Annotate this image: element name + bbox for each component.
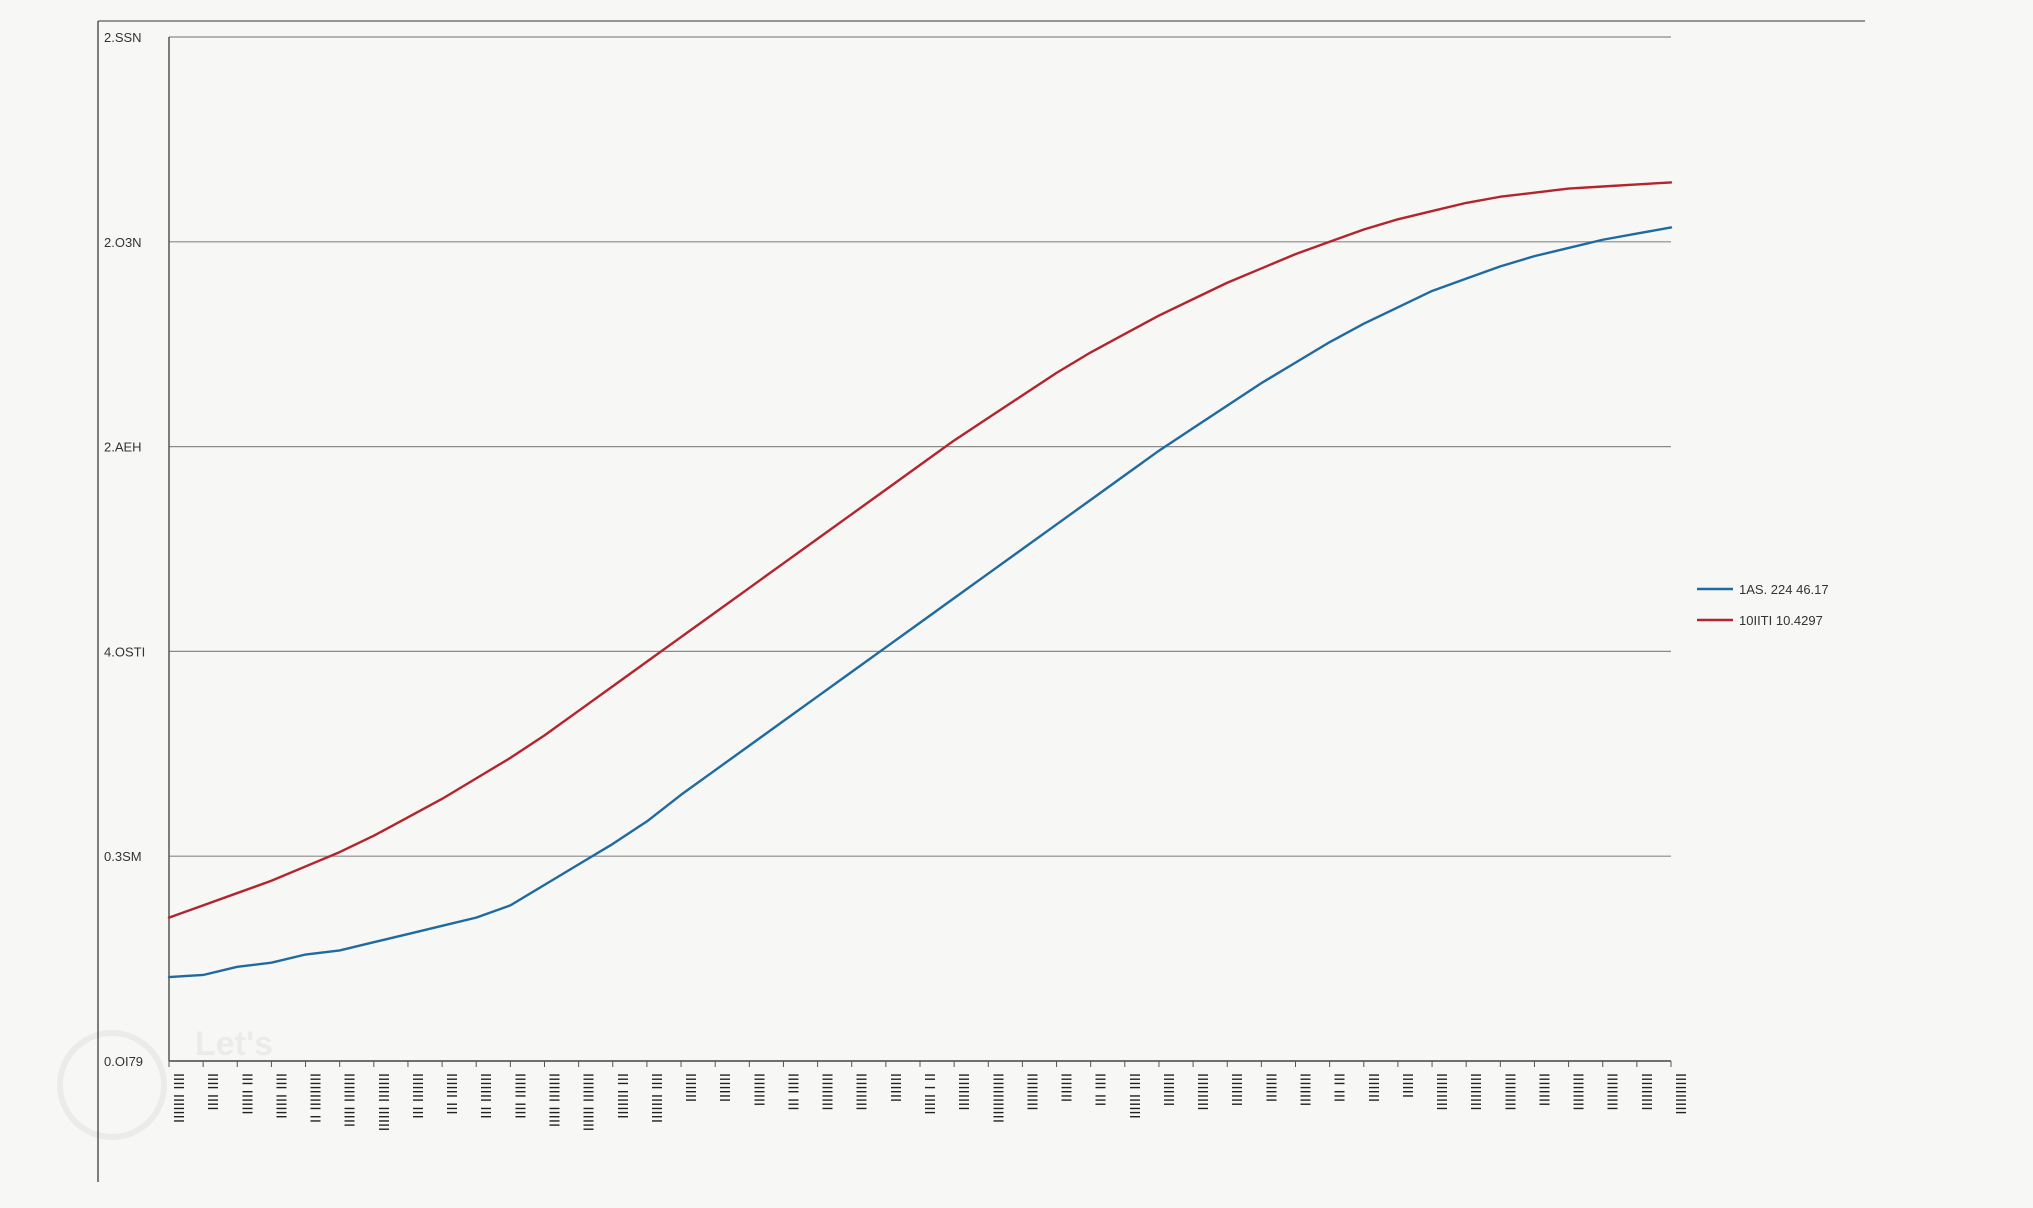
y-tick-label: 2.AEH [104,440,142,455]
x-tick-label: IIIIIIIII II [307,1073,324,1123]
x-axis: IIII IIIIIII IIII IIII III IIIIII IIII IIII… [168,1061,1689,1131]
x-tick-label: IIIIIII [887,1073,904,1102]
x-tick-label: IIII III [1092,1073,1109,1106]
x-tick-label: IIIIIIIII [1023,1073,1040,1111]
x-tick-label: IIIIIII III [409,1073,426,1119]
x-tick-label: IIIIIII [682,1073,699,1102]
series-lines [167,181,1673,979]
x-tick-label: IIII IIIIII [1126,1073,1143,1119]
watermark-text: Let's [195,1025,273,1063]
x-tick-label: III IIIIII [238,1073,255,1115]
legend-label: 10IITI 10.4297 [1739,613,1823,628]
x-tick-label: IIIIIIIII [819,1073,836,1111]
x-tick-label: IIIIII [1399,1073,1416,1098]
x-tick-label: IIIIIIII [1297,1073,1314,1106]
watermark: Let's [57,1025,273,1140]
y-tick-label: 0.OI79 [104,1054,143,1069]
x-tick-label: IIIIIII [1058,1073,1075,1102]
x-tick-label: IIII IIIIIII [648,1073,665,1123]
series-line-1 [167,226,1673,979]
x-tick-label: IIIIIIIII [955,1073,972,1111]
x-tick-label: IIIIIII IIIIII [580,1073,597,1131]
x-tick-label: IIIIIIIIII [1672,1073,1689,1115]
x-tick-label: IIIIIIIII [1433,1073,1450,1111]
y-tick-label: 0.3SM [104,849,142,864]
x-tick-label: IIIIII III [443,1073,460,1115]
x-tick-label: IIIIIIIII [1501,1073,1518,1111]
x-tick-label: IIIIIII IIIII [341,1073,358,1127]
y-tick-label: 2.O3N [104,235,142,250]
x-tick-label: IIIIIII [1365,1073,1382,1102]
legend-label: 1AS. 224 46.17 [1739,582,1829,597]
x-tick-label: IIIIII IIII [511,1073,528,1119]
watermark-logo-icon [57,1030,167,1140]
x-tick-label: IIIIIIIII [1638,1073,1655,1111]
x-tick-label: II I IIIII [921,1073,938,1115]
x-tick-label: IIIIIIII [1228,1073,1245,1106]
legend: 1AS. 224 46.17 10IITI 10.4297 [1697,582,1829,628]
x-tick-label: IIIIIIIII [1194,1073,1211,1111]
x-tick-label: IIIIIIIII [1570,1073,1587,1111]
x-tick-label: IIIIIIII [750,1073,767,1106]
y-axis: 2.SSN 2.O3N 2.AEH 4.OSTI 0.3SM 0.OI79 [104,30,170,1069]
x-tick-label: IIIIIIIII [1604,1073,1621,1111]
x-tick-label: IIII IIIIII [272,1073,289,1119]
x-tick-label: IIIIIIIIIIII [989,1073,1006,1123]
x-tick-label: III IIIIIII [614,1073,631,1119]
x-tick-label: IIIIIII [1262,1073,1279,1102]
x-tick-label: IIIIIII IIIIII [375,1073,392,1131]
y-tick-label: 4.OSTI [104,644,145,659]
series-line-2 [167,181,1673,919]
x-tick-label: IIIII III [784,1073,801,1111]
x-tick-label: IIIIIII IIIII [546,1073,563,1127]
x-tick-label: III III [1331,1073,1348,1102]
x-tick-label: IIIIIIII [1160,1073,1177,1106]
y-tick-label: 2.SSN [104,30,142,45]
x-tick-label: IIIIIIIII [853,1073,870,1111]
x-tick-label: IIIIIIIII [1467,1073,1484,1111]
x-tick-label: IIIIIIII [1535,1073,1552,1106]
x-tick-label: IIII IIIIIII [170,1073,187,1123]
x-tick-label: IIII IIII [204,1073,221,1111]
x-tick-label: IIIIIII III [477,1073,494,1119]
x-tick-label: IIIIIII [716,1073,733,1102]
